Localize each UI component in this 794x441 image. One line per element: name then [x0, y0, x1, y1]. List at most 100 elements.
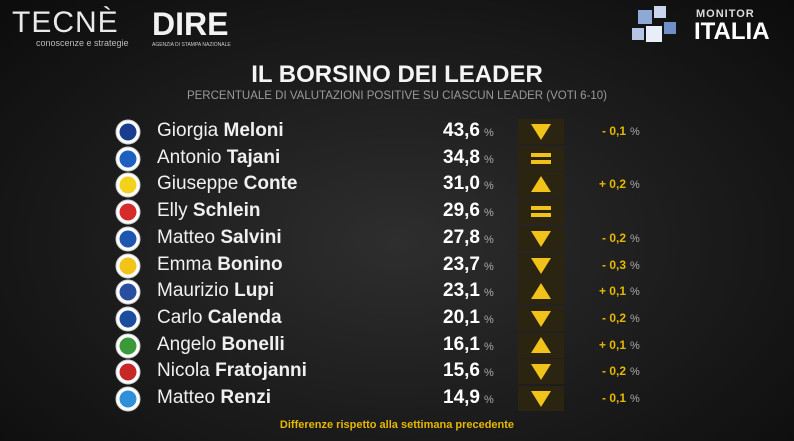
change-unit: % — [630, 393, 640, 405]
first-name: Nicola — [157, 360, 210, 382]
party-logo — [115, 172, 141, 198]
brand-tagline: AGENZIA DI STAMPA NAZIONALE — [152, 42, 231, 48]
first-name: Emma — [157, 253, 212, 275]
leader-name: Nicola Fratojanni — [157, 360, 307, 382]
last-name: Calenda — [207, 306, 282, 328]
party-logo — [115, 199, 141, 225]
rating-value: 31,0 — [443, 173, 480, 195]
trend-icon — [518, 359, 564, 385]
first-name: Giorgia — [157, 120, 219, 141]
party-logo — [115, 146, 141, 172]
rating-value: 23,1 — [443, 280, 480, 302]
leader-name: Elly Schlein — [157, 200, 260, 222]
rating-unit: % — [484, 260, 494, 273]
change-unit: % — [630, 312, 640, 325]
brand-tagline: conoscenze e strategie — [36, 38, 129, 48]
rating-unit: % — [484, 207, 494, 220]
rating-unit: % — [484, 180, 494, 193]
trend-icon — [518, 225, 564, 251]
party-logo — [115, 306, 141, 332]
change-unit: % — [630, 286, 640, 299]
party-logo — [115, 119, 141, 145]
brand-icon — [632, 6, 676, 42]
last-name: Schlein — [192, 200, 261, 222]
rating-unit: % — [484, 233, 494, 246]
rating-value: 14,9 — [443, 387, 480, 408]
change-unit: % — [630, 179, 640, 192]
rating-unit: % — [484, 127, 494, 139]
last-name: Salvini — [220, 226, 282, 248]
party-logo — [115, 386, 141, 412]
last-name: Renzi — [220, 387, 272, 408]
rating-value: 27,8 — [443, 226, 480, 248]
leader-name: Matteo Salvini — [157, 227, 282, 249]
trend-icon — [518, 172, 564, 198]
leader-name: Antonio Tajani — [157, 147, 280, 169]
rating-unit: % — [484, 340, 494, 353]
trend-icon — [518, 332, 564, 358]
brand-label: ITALIA — [694, 18, 770, 45]
rating-unit: % — [484, 153, 494, 166]
trend-icon — [518, 305, 564, 331]
footnote: Differenze rispetto alla settimana prece… — [279, 419, 515, 431]
change-unit: % — [630, 126, 640, 138]
leader-name: Angelo Bonelli — [157, 334, 285, 356]
leader-name: Maurizio Lupi — [157, 280, 274, 302]
change-value: - 0,2 — [601, 364, 626, 379]
first-name: Antonio — [157, 146, 222, 168]
party-logo — [115, 279, 141, 305]
change-value: - 0,3 — [601, 257, 626, 272]
last-name: Bonelli — [221, 333, 285, 355]
party-logo — [115, 253, 141, 278]
rating-unit: % — [484, 287, 494, 300]
first-name: Giuseppe — [157, 173, 239, 195]
party-logo — [115, 333, 141, 359]
first-name: Matteo — [157, 387, 216, 408]
party-logo — [115, 359, 141, 385]
change-value: - 0,2 — [601, 310, 626, 325]
trend-icon — [518, 252, 564, 278]
change-unit: % — [630, 366, 640, 379]
subtitle: PERCENTUALE DI VALUTAZIONI POSITIVE SU C… — [186, 90, 608, 102]
trend-icon — [518, 386, 564, 411]
last-name: Meloni — [223, 120, 284, 141]
change-unit: % — [630, 232, 640, 245]
rating-value: 43,6 — [443, 120, 480, 141]
rating-value: 20,1 — [443, 306, 480, 328]
last-name: Conte — [243, 173, 298, 195]
rating-value: 15,6 — [443, 360, 480, 382]
rating-unit: % — [484, 394, 494, 406]
rating-value: 29,6 — [443, 200, 480, 222]
rating-value: 34,8 — [443, 146, 480, 168]
trend-icon — [518, 199, 564, 225]
leader-name: Carlo Calenda — [157, 307, 282, 329]
trend-icon — [518, 145, 564, 171]
party-logo — [115, 226, 141, 252]
first-name: Matteo — [157, 226, 216, 248]
trend-icon — [518, 279, 564, 305]
change-value: + 0,1 — [598, 337, 626, 352]
rating-unit: % — [484, 367, 494, 380]
last-name: Tajani — [226, 146, 281, 168]
change-value: + 0,1 — [598, 284, 626, 299]
brand-logo: DIRE — [152, 6, 229, 42]
change-value: + 0,2 — [598, 177, 626, 192]
rating-unit: % — [484, 313, 494, 326]
leader-name: Matteo Renzi — [157, 387, 271, 409]
last-name: Bonino — [217, 253, 283, 275]
rating-value: 16,1 — [443, 333, 480, 355]
trend-icon — [518, 119, 564, 144]
first-name: Maurizio — [157, 280, 229, 302]
leader-name: Giorgia Meloni — [157, 120, 284, 142]
first-name: Carlo — [157, 306, 203, 328]
brand-logo: TECNÈ — [12, 6, 119, 39]
change-value: - 0,1 — [601, 391, 626, 405]
change-value: - 0,1 — [601, 124, 626, 138]
leader-name: Giuseppe Conte — [157, 173, 297, 195]
first-name: Elly — [157, 200, 188, 222]
first-name: Angelo — [157, 333, 217, 355]
rating-value: 23,7 — [443, 253, 480, 275]
leader-name: Emma Bonino — [157, 254, 283, 276]
last-name: Lupi — [234, 280, 275, 302]
